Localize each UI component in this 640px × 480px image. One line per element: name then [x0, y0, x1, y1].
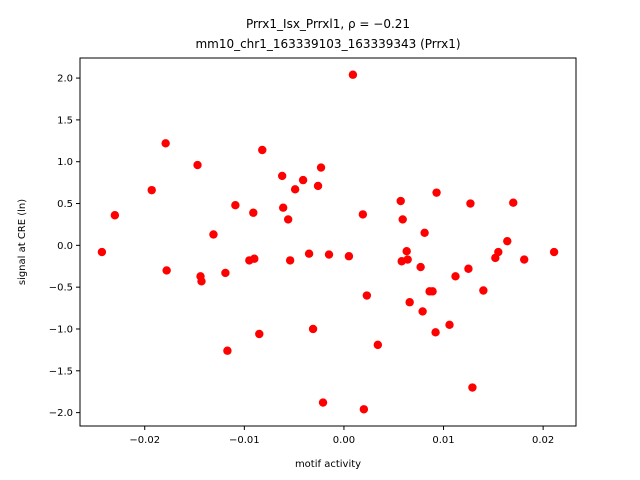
data-point	[431, 328, 440, 337]
y-tick-label: 2.0	[57, 74, 73, 85]
data-point	[255, 329, 264, 339]
y-tick-label: 0.0	[57, 241, 73, 252]
data-point	[304, 249, 314, 258]
data-point	[373, 340, 382, 350]
data-point	[231, 201, 240, 210]
chart-title-line1: Prrx1_Isx_Prrxl1, ρ = −0.21	[246, 17, 410, 31]
data-point	[494, 247, 503, 257]
x-tick-label: 0.01	[432, 435, 454, 446]
data-point	[278, 203, 288, 212]
chart-title-line2: mm10_chr1_163339103_163339343 (Prrx1)	[195, 37, 460, 51]
y-tick-label: −2.0	[49, 408, 73, 419]
data-point	[193, 160, 202, 170]
data-point	[402, 247, 411, 256]
y-axis-label: signal at CRE (ln)	[17, 199, 28, 285]
data-point	[290, 185, 300, 194]
data-point	[313, 181, 323, 191]
data-point	[298, 175, 308, 185]
x-tick-label: −0.02	[129, 435, 160, 446]
data-point	[348, 70, 358, 79]
data-point	[110, 211, 120, 220]
data-point	[318, 398, 328, 407]
x-axis-label: motif activity	[295, 459, 361, 470]
y-tick-label: −1.5	[49, 366, 73, 377]
data-point	[509, 198, 518, 207]
data-point	[221, 268, 230, 278]
y-tick-label: −0.5	[49, 283, 73, 294]
data-point	[258, 145, 267, 155]
data-point	[283, 215, 293, 224]
x-tick-label: −0.01	[229, 435, 260, 446]
data-point	[420, 228, 429, 237]
data-point	[209, 230, 218, 239]
data-point	[324, 250, 334, 259]
y-axis-ticks: −2.0 −1.5 −1.0 −0.5 0.0 0.5 1.0 1.5 2.0	[49, 74, 80, 419]
plot-frame	[79, 57, 577, 427]
data-point	[428, 287, 437, 296]
x-tick-label: 0.00	[333, 435, 355, 446]
data-point	[197, 277, 206, 286]
data-point	[464, 264, 473, 273]
data-point	[396, 196, 405, 206]
data-point	[344, 252, 354, 261]
data-point	[97, 247, 107, 257]
data-point	[249, 208, 258, 217]
data-point	[503, 236, 512, 246]
data-point	[161, 139, 170, 148]
data-point	[362, 291, 372, 300]
data-point	[358, 210, 368, 219]
data-point	[468, 383, 477, 392]
data-point	[416, 262, 425, 272]
data-point	[451, 272, 460, 281]
x-axis-ticks: −0.02 −0.01 0.00 0.01 0.02	[129, 426, 554, 446]
data-point	[308, 324, 318, 334]
data-point	[250, 254, 259, 263]
y-tick-label: 0.5	[57, 199, 73, 210]
data-point	[359, 405, 369, 414]
y-tick-label: 1.5	[57, 115, 73, 126]
data-point	[398, 215, 407, 224]
data-point	[549, 247, 559, 257]
data-point	[277, 171, 287, 181]
data-point	[520, 255, 529, 264]
data-point	[223, 346, 232, 355]
data-point	[418, 307, 427, 316]
y-tick-label: −1.0	[49, 324, 73, 335]
data-point	[403, 255, 412, 264]
data-point	[147, 185, 156, 195]
data-point	[316, 163, 326, 172]
scatter-points	[97, 70, 559, 414]
data-point	[445, 320, 454, 329]
data-point	[405, 298, 414, 307]
data-point	[479, 286, 488, 295]
data-point	[285, 256, 295, 265]
x-tick-label: 0.02	[532, 435, 554, 446]
y-tick-label: 1.0	[57, 157, 73, 168]
data-point	[432, 188, 441, 197]
data-point	[466, 199, 475, 208]
data-point	[162, 266, 171, 275]
